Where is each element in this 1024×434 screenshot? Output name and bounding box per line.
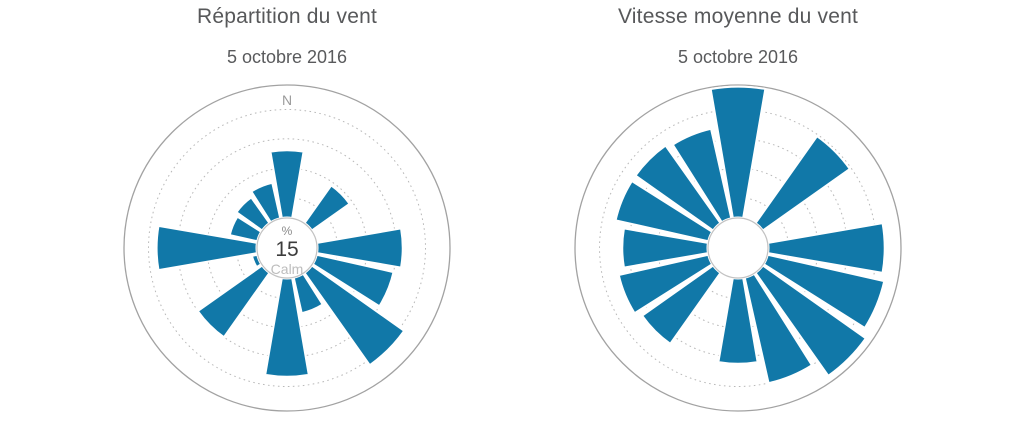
wind-distribution-rose-svg: N % 15 Calm (123, 84, 451, 412)
wind-distribution-plot-layer (123, 84, 451, 412)
wind-sector-SW (196, 264, 271, 339)
center-circle (707, 217, 769, 279)
wind-distribution-title: Répartition du vent (196, 5, 378, 28)
center-calm-circle (256, 217, 318, 279)
grid-ring (148, 109, 426, 387)
wind-speed-rose-svg (574, 84, 902, 412)
wind-speed-title: Vitesse moyenne du vent (617, 5, 859, 28)
outer-circle (123, 84, 451, 412)
calm-percent-value: 15 (275, 238, 298, 261)
calm-percent-sign: % (282, 224, 293, 238)
wind-speed-chart: Vitesse moyenne du vent 5 octobre 2016 (571, 0, 905, 434)
north-compass-label: N (282, 92, 292, 108)
wind-sector-NE (303, 184, 351, 232)
outer-circle (574, 84, 902, 412)
wind-distribution-chart: Répartition du vent 5 octobre 2016 N % 1… (120, 0, 454, 434)
wind-speed-date: 5 octobre 2016 (677, 47, 799, 67)
calm-label: Calm (271, 261, 304, 277)
wind-distribution-date: 5 octobre 2016 (226, 47, 348, 67)
